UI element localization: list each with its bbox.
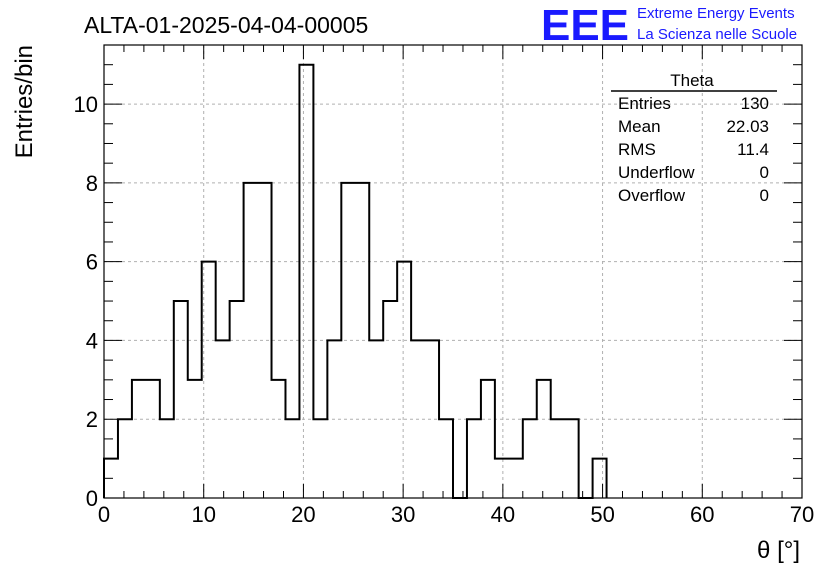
- histogram-bin: [537, 380, 551, 498]
- histogram-bin: [244, 183, 258, 498]
- histogram-bin: [132, 380, 146, 498]
- y-axis-label: Entries/bin: [11, 45, 38, 158]
- histogram-bin: [202, 262, 216, 498]
- histogram-bin: [118, 419, 132, 498]
- chart-title: ALTA-01-2025-04-04-00005: [84, 12, 368, 38]
- histogram-bin: [188, 380, 202, 498]
- x-tick-label: 0: [98, 502, 110, 527]
- histogram-bin: [216, 340, 230, 498]
- x-tick-label: 10: [191, 502, 215, 527]
- stats-row-value: 11.4: [737, 140, 769, 159]
- histogram-bin: [495, 459, 509, 498]
- histogram-bin: [523, 419, 537, 498]
- histogram-bin: [467, 419, 481, 498]
- y-tick-label: 6: [86, 250, 98, 275]
- histogram-bin: [146, 380, 160, 498]
- histogram-bin: [425, 340, 439, 498]
- y-tick-label: 4: [86, 328, 98, 353]
- histogram-bin: [411, 340, 425, 498]
- histogram-bin: [327, 340, 341, 498]
- stats-box: Theta Entries 130 Mean 22.03 RMS 11.4 Underflo…: [611, 71, 777, 205]
- axis-ticks: [103, 44, 803, 499]
- x-tick-label: 60: [690, 502, 714, 527]
- stats-row-label: Mean: [618, 117, 661, 136]
- x-axis-label: θ [°]: [757, 537, 800, 564]
- histogram-bin: [355, 183, 369, 498]
- histogram-outline: [103, 63, 608, 499]
- histogram-bars: [103, 63, 608, 499]
- histogram-bin: [174, 301, 188, 498]
- histogram-bin: [369, 340, 383, 498]
- histogram-bin: [439, 419, 453, 498]
- stats-row-value: 22.03: [726, 117, 769, 136]
- logo-line-1: Extreme Energy Events: [637, 5, 795, 22]
- histogram-bin: [383, 301, 397, 498]
- x-tick-label: 30: [391, 502, 415, 527]
- histogram-bin: [258, 183, 272, 498]
- y-tick-label: 8: [86, 171, 98, 196]
- histogram-bin: [272, 380, 286, 498]
- histogram-bin: [551, 419, 565, 498]
- eee-logo: EEE: [541, 1, 629, 50]
- logo-line-2: La Scienza nelle Scuole: [637, 26, 797, 43]
- stats-title: Theta: [670, 71, 714, 90]
- stats-row-label: Underflow: [618, 163, 695, 182]
- y-tick-label: 10: [74, 92, 98, 117]
- histogram-bin: [341, 183, 355, 498]
- stats-row-value: 130: [741, 94, 769, 113]
- histogram-bin: [509, 459, 523, 498]
- stats-row-label: RMS: [618, 140, 656, 159]
- histogram-bin: [230, 301, 244, 498]
- histogram-bin: [593, 459, 607, 498]
- stats-row-label: Entries: [618, 94, 671, 113]
- y-tick-label: 0: [86, 486, 98, 511]
- stats-row-label: Overflow: [618, 186, 686, 205]
- x-tick-labels: 0 10 20 30 40 50 60 70: [98, 502, 814, 527]
- histogram-bin: [397, 262, 411, 498]
- x-tick-label: 40: [491, 502, 515, 527]
- x-tick-label: 50: [590, 502, 614, 527]
- histogram-bin: [313, 419, 327, 498]
- stats-row-value: 0: [760, 186, 769, 205]
- histogram-bin: [299, 65, 313, 498]
- histogram-bin: [160, 419, 174, 498]
- stats-row-value: 0: [760, 163, 769, 182]
- x-tick-label: 20: [291, 502, 315, 527]
- plot-frame: [103, 44, 803, 499]
- y-tick-label: 2: [86, 407, 98, 432]
- histogram-bin: [481, 380, 495, 498]
- histogram-bin: [285, 419, 299, 498]
- histogram-bin: [565, 419, 579, 498]
- x-tick-label: 70: [790, 502, 814, 527]
- y-tick-labels: 0 2 4 6 8 10: [74, 92, 98, 511]
